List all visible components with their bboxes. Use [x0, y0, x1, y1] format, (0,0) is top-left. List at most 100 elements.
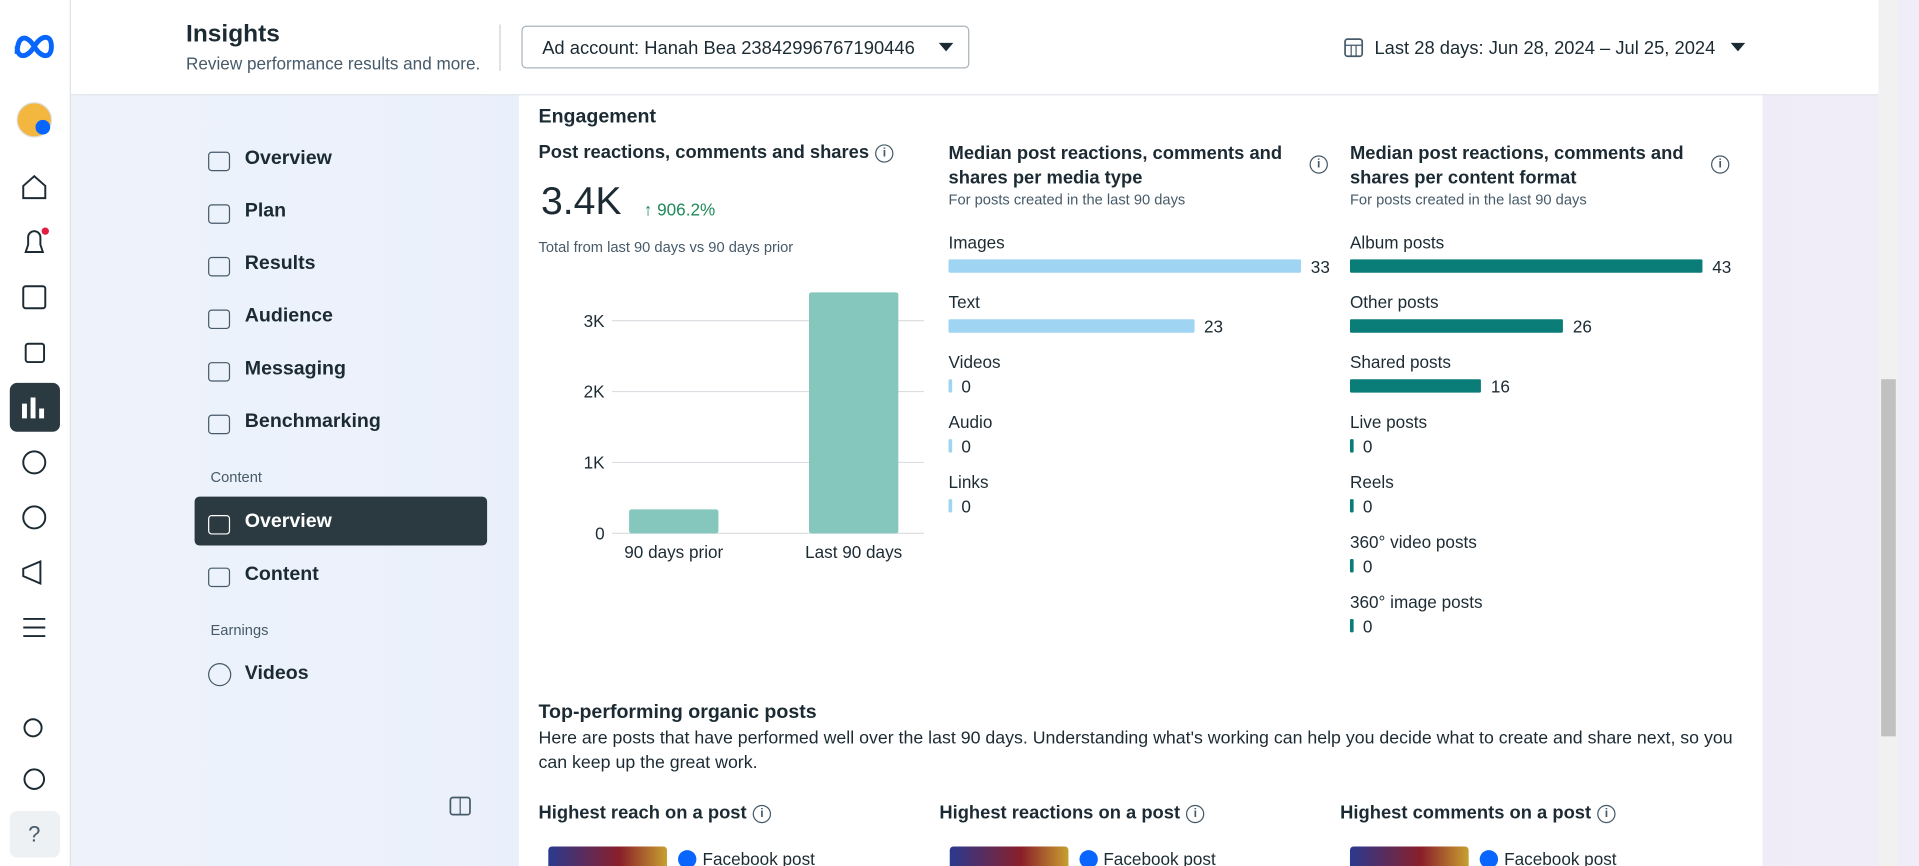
- bar: [1349, 499, 1354, 513]
- bar: [948, 319, 1195, 333]
- nav-section: Earnings: [210, 621, 269, 639]
- arrow: ↑: [643, 199, 658, 219]
- grid-icon[interactable]: [22, 285, 47, 310]
- y-tick-label: 2K: [584, 383, 606, 402]
- value-label: 0: [961, 376, 971, 397]
- thumbnail[interactable]: [949, 846, 1068, 866]
- total-title: Post reactions, comments and shares: [538, 141, 870, 163]
- dollar-icon[interactable]: [22, 505, 47, 530]
- chat-icon[interactable]: [22, 450, 47, 475]
- bar: [1349, 319, 1564, 333]
- nav-section: Content: [210, 468, 262, 486]
- main-panel: [518, 95, 1763, 866]
- bar: [1349, 618, 1354, 633]
- info-icon[interactable]: i: [752, 804, 772, 824]
- change-value: 906.2%: [657, 199, 716, 219]
- bar-label: Videos: [948, 352, 1001, 372]
- nav-icon[interactable]: [208, 309, 231, 330]
- pages-icon[interactable]: [24, 342, 46, 364]
- avatar-badge: [35, 119, 51, 135]
- nav-icon[interactable]: [208, 151, 231, 172]
- nav-item[interactable]: Content: [244, 563, 319, 585]
- menu-icon[interactable]: [23, 617, 46, 638]
- nav-icon[interactable]: [208, 256, 231, 277]
- bar: [948, 499, 952, 513]
- megaphone-icon[interactable]: [22, 559, 42, 585]
- format-subtitle: For posts created in the last 90 days: [1349, 190, 1587, 208]
- x-tick-label: Last 90 days: [805, 543, 902, 562]
- nav-icon[interactable]: [208, 204, 231, 224]
- card-title: Highest comments on a post i: [1340, 802, 1616, 824]
- bar: [948, 439, 952, 453]
- bar-label: Audio: [948, 412, 993, 432]
- bar: [1349, 379, 1482, 393]
- change: ↑ 906.2%: [644, 199, 715, 219]
- nav-icon[interactable]: [208, 514, 231, 535]
- scrollbar[interactable]: [1878, 0, 1899, 866]
- bar: [808, 292, 899, 534]
- card-title: Highest reach on a post i: [538, 802, 772, 824]
- bar: [1349, 439, 1354, 453]
- date-range[interactable]: Last 28 days: Jun 28, 2024 – Jul 25, 202…: [1374, 37, 1716, 59]
- info-icon[interactable]: i: [1597, 804, 1616, 824]
- rail-icons: ?: [9, 34, 60, 858]
- bell-icon[interactable]: [24, 230, 45, 253]
- insights-bars: [22, 397, 45, 419]
- bar-label: Other posts: [1349, 292, 1439, 312]
- help-icon[interactable]: [9, 810, 60, 858]
- separator: [499, 24, 501, 71]
- nav-item[interactable]: Overview: [244, 148, 332, 169]
- nav-item[interactable]: Plan: [244, 200, 287, 222]
- ad-account: Ad account: Hanah Bea 23842996767190446: [542, 37, 915, 59]
- nav-icon[interactable]: [208, 567, 231, 588]
- info-icon[interactable]: i: [1711, 155, 1730, 174]
- bar-label: Shared posts: [1349, 352, 1451, 372]
- fb-icon: [1078, 850, 1098, 866]
- value-label: 26: [1572, 316, 1592, 337]
- search-icon[interactable]: [23, 718, 43, 738]
- bar-label: Text: [948, 292, 980, 312]
- header: [70, 0, 1879, 96]
- nav-icon[interactable]: [208, 414, 231, 435]
- nav-item[interactable]: Audience: [244, 305, 333, 327]
- home-icon[interactable]: [22, 174, 47, 200]
- bar-label: Reels: [1349, 472, 1394, 492]
- nav-item[interactable]: Results: [244, 253, 316, 274]
- scroll-thumb[interactable]: [1881, 379, 1896, 737]
- post-type: Facebook post: [1504, 848, 1617, 866]
- help-glyph: ?: [28, 822, 40, 847]
- thumbnail[interactable]: [548, 846, 668, 866]
- top-title: Top-performing organic posts: [538, 702, 817, 723]
- thumbnail[interactable]: [1349, 846, 1469, 866]
- card-title-text: Highest reactions on a post: [939, 802, 1181, 824]
- value-label: 43: [1712, 256, 1732, 277]
- info-icon[interactable]: i: [1309, 155, 1328, 174]
- nav-item[interactable]: Benchmarking: [244, 410, 381, 432]
- nav-icon[interactable]: [208, 662, 232, 687]
- value-label: 16: [1490, 376, 1510, 397]
- nav-item[interactable]: Messaging: [244, 358, 346, 380]
- bar-label: Images: [948, 232, 1005, 252]
- card-title-text: Highest reach on a post: [538, 802, 747, 824]
- value-label: 0: [1362, 436, 1373, 457]
- nav-icon[interactable]: [208, 362, 231, 382]
- info-icon[interactable]: i: [1186, 804, 1205, 824]
- settings-icon[interactable]: [23, 768, 46, 790]
- card-title: Highest reactions on a post i: [939, 802, 1205, 824]
- card-title: Post reactions, comments and shares i: [539, 142, 894, 163]
- value-label: 0: [1362, 496, 1373, 517]
- ad-account-dropdown[interactable]: Ad account: Hanah Bea 23842996767190446: [521, 25, 970, 69]
- value-label: 33: [1310, 256, 1330, 277]
- post-type: Facebook post: [702, 848, 815, 866]
- icon-rail: ?: [0, 0, 71, 866]
- nav-item[interactable]: Overview: [244, 511, 332, 533]
- nav-item[interactable]: Videos: [244, 662, 309, 684]
- collapse-icon[interactable]: [449, 796, 471, 816]
- bar: [1349, 259, 1703, 273]
- bar-label: Album posts: [1349, 232, 1445, 252]
- bar: [948, 379, 952, 393]
- bar-label: Live posts: [1349, 412, 1428, 432]
- info-icon[interactable]: i: [875, 144, 894, 163]
- total-chart: 0 1K 2K 3K 90 days prior Last 90 days: [584, 292, 925, 562]
